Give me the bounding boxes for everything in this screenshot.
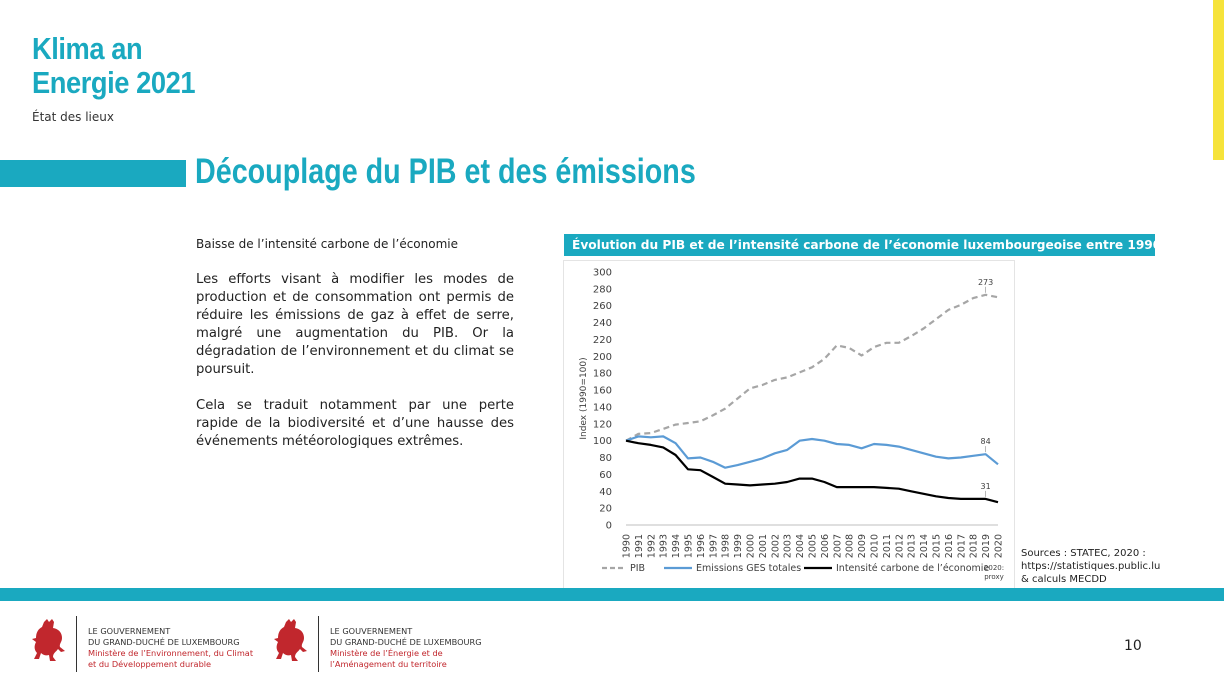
chart-container: 0 20 40 60 80 100 120 140 160 180 200 220 240 260 280 3… <box>563 260 1015 589</box>
x-tick-label: 2005 <box>808 534 819 558</box>
y-tick-label: 40 <box>599 487 612 498</box>
x-tick-label: 2002 <box>770 534 781 558</box>
y-tick-label: 20 <box>599 504 612 515</box>
accent-bar <box>1213 0 1224 160</box>
y-tick-label: 60 <box>599 470 612 481</box>
y-tick-label: 80 <box>599 453 612 464</box>
paragraph-2: Cela se traduit notamment par une perte … <box>196 398 514 449</box>
brand-title: Klima an Energie 2021 <box>32 31 196 100</box>
x-tick-label: 2012 <box>894 534 905 558</box>
y-tick-label: 300 <box>593 268 612 279</box>
x-tick-label: 1996 <box>696 534 707 558</box>
series-line-3 <box>625 439 999 504</box>
y-tick-label: 180 <box>593 369 612 380</box>
x-tick-label: 2018 <box>969 534 980 558</box>
gov-divider <box>318 616 319 672</box>
y-tick-label: 160 <box>593 386 612 397</box>
gov1-ministry-line2: et du Développement durable <box>88 659 212 669</box>
chart-title: Évolution du PIB et de l’intensité carbo… <box>564 234 1155 256</box>
paragraph-1: Les efforts visant à modifier les modes … <box>196 272 514 377</box>
gov2-line1: LE GOUVERNEMENT <box>330 626 413 636</box>
x-tick-label: 1991 <box>634 534 645 558</box>
y-tick-label: 200 <box>593 352 612 363</box>
x-note-line2: proxy <box>984 573 1004 581</box>
x-tick-label: 2017 <box>956 534 967 558</box>
lion-icon <box>274 619 307 661</box>
y-tick-label: 240 <box>593 318 612 329</box>
x-tick-label: 1997 <box>708 534 719 558</box>
x-tick-label: 2014 <box>919 534 930 558</box>
x-tick-label: 1990 <box>622 534 633 558</box>
legend-label: Intensité carbone de l’économie <box>836 563 989 574</box>
footer-band <box>0 588 1224 601</box>
gov1-line1: LE GOUVERNEMENT <box>88 626 171 636</box>
x-tick-label: 2007 <box>832 534 843 558</box>
x-tick-label: 2019 <box>981 534 992 558</box>
y-tick-label: 100 <box>593 436 612 447</box>
x-tick-label: 2016 <box>944 534 955 558</box>
y-tick-label: 260 <box>593 301 612 312</box>
x-tick-label: 1995 <box>684 534 695 558</box>
data-label: 273 <box>978 278 993 287</box>
gov2-line2: DU GRAND-DUCHÉ DE LUXEMBOURG <box>330 637 482 647</box>
x-tick-label: 2020 <box>994 534 1005 558</box>
x-tick-label: 2013 <box>907 534 918 558</box>
x-tick-label: 2004 <box>795 534 806 558</box>
x-tick-label: 2003 <box>783 534 794 558</box>
x-tick-label: 2010 <box>870 534 881 558</box>
gov2-ministry-line2: l’Aménagement du territoire <box>330 659 447 669</box>
x-tick-label: 1993 <box>659 534 670 558</box>
gov1-line2: DU GRAND-DUCHÉ DE LUXEMBOURG <box>88 637 240 647</box>
x-tick-label: 2008 <box>845 534 856 558</box>
brand-line-1: Klima an <box>32 31 143 66</box>
legend-label: PIB <box>630 563 645 574</box>
slide-title: Découplage du PIB et des émissions <box>195 152 696 191</box>
y-tick-label: 120 <box>593 419 612 430</box>
x-note-line1: 2020: <box>984 564 1004 572</box>
title-band <box>0 160 186 187</box>
data-label: 84 <box>981 437 991 446</box>
sources-note: Sources : STATEC, 2020 : https://statist… <box>1021 548 1161 585</box>
y-tick-label: 280 <box>593 284 612 295</box>
gov-text-2: LE GOUVERNEMENT DU GRAND-DUCHÉ DE LUXEMB… <box>330 626 482 670</box>
x-tick-label: 1992 <box>646 534 657 558</box>
subtitle: État des lieux <box>32 110 114 124</box>
y-tick-label: 220 <box>593 335 612 346</box>
data-label: 31 <box>981 482 991 491</box>
x-tick-label: 1994 <box>671 534 682 558</box>
lion-icon <box>32 619 65 661</box>
y-tick-label: 140 <box>593 402 612 413</box>
gov2-ministry-line1: Ministère de l’Énergie et de <box>330 648 443 658</box>
line-chart: 0 20 40 60 80 100 120 140 160 180 200 220 240 260 280 3… <box>579 268 1005 582</box>
brand-line-2: Energie 2021 <box>32 65 196 100</box>
x-tick-label: 2015 <box>932 534 943 558</box>
gov-divider <box>76 616 77 672</box>
page-number: 10 <box>1124 638 1142 654</box>
x-tick-label: 2011 <box>882 534 893 558</box>
legend-label: Emissions GES totales <box>696 563 801 574</box>
gov1-ministry-line1: Ministère de l’Environnement, du Climat <box>88 648 254 658</box>
x-tick-label: 2009 <box>857 534 868 558</box>
y-axis-label: Index (1990=100) <box>579 357 589 439</box>
gov-text-1: LE GOUVERNEMENT DU GRAND-DUCHÉ DE LUXEMB… <box>88 626 253 670</box>
x-tick-label: 1998 <box>721 534 732 558</box>
series-line-1 <box>625 293 999 442</box>
y-tick-label: 0 <box>606 521 612 532</box>
x-tick-label: 1999 <box>733 534 744 558</box>
x-tick-label: 2006 <box>820 534 831 558</box>
series-line-2 <box>625 435 999 469</box>
x-tick-label: 2001 <box>758 534 769 558</box>
x-tick-label: 2000 <box>746 534 757 558</box>
section-title: Baisse de l’intensité carbone de l’écono… <box>196 237 458 251</box>
